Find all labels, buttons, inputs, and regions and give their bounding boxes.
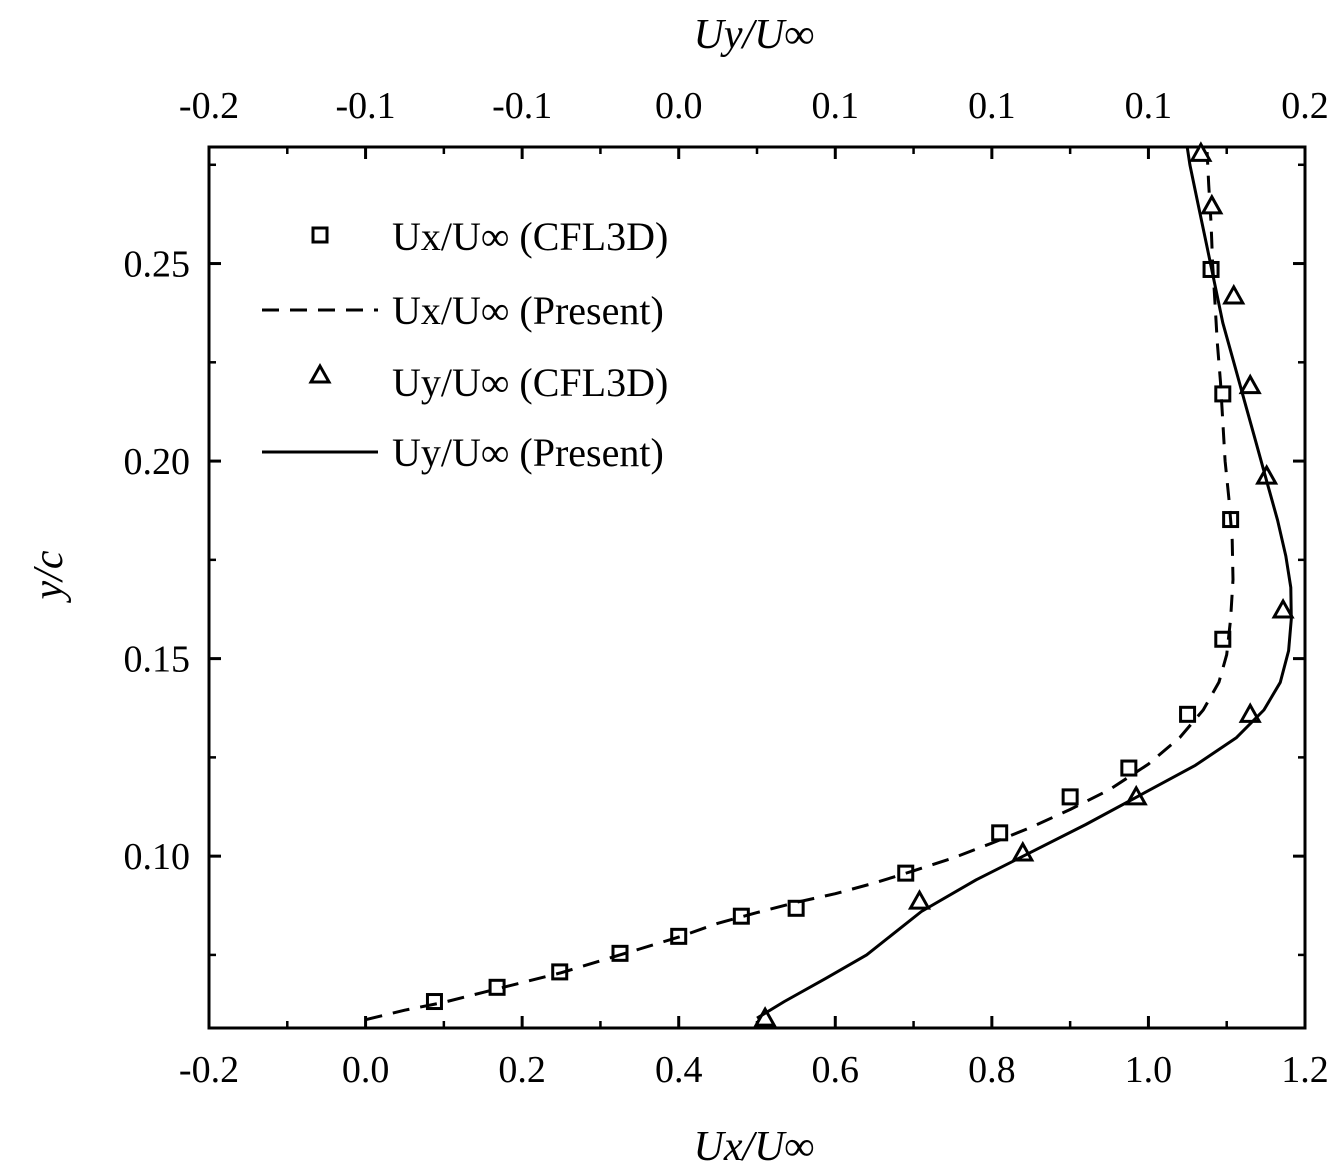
x-tick-label: 0.8 xyxy=(968,1049,1016,1091)
uy-cfl3d-marker xyxy=(1222,283,1246,305)
y-tick-label: 0.10 xyxy=(124,836,191,878)
x-tick-label: -0.2 xyxy=(179,1049,239,1091)
x-tick-label: 1.2 xyxy=(1281,1049,1329,1091)
x-tick-label: 0.6 xyxy=(812,1049,860,1091)
ux-cfl3d-marker xyxy=(1179,705,1197,723)
legend-marker-triangle xyxy=(308,362,332,384)
ux-cfl3d-marker xyxy=(1120,759,1138,777)
plot-frame xyxy=(207,145,1307,1030)
uy-cfl3d-marker xyxy=(1200,193,1224,215)
x2-tick-label: -0.2 xyxy=(179,85,239,127)
legend-label-ux-present: Ux/U∞ (Present) xyxy=(392,288,664,333)
legend: Ux/U∞ (CFL3D) Ux/U∞ (Present) Uy/U∞ (CFL… xyxy=(262,214,668,475)
y-tick-label: 0.20 xyxy=(124,441,191,483)
y-axis-title: y/c xyxy=(26,550,72,603)
legend-marker-square xyxy=(311,226,329,244)
legend-label-ux-cfl3d: Ux/U∞ (CFL3D) xyxy=(392,214,668,259)
uy-cfl3d-marker xyxy=(907,889,932,910)
ux-present-line xyxy=(365,152,1235,1022)
y-tick-label: 0.25 xyxy=(124,244,191,286)
uy-cfl3d-marker xyxy=(1238,373,1262,395)
x2-tick-label: -0.1 xyxy=(492,85,552,127)
x2-tick-label: 0.1 xyxy=(1125,85,1173,127)
y-tick-label: 0.15 xyxy=(124,639,191,681)
ux-cfl3d-marker xyxy=(991,824,1009,842)
uy-cfl3d-marker xyxy=(1011,840,1035,862)
series-layer xyxy=(365,141,1295,1027)
x-tick-label: 1.0 xyxy=(1125,1049,1173,1091)
uy-cfl3d-marker xyxy=(1189,141,1213,162)
x2-tick-label: 0.0 xyxy=(655,85,703,127)
x2-tick-label: 0.2 xyxy=(1281,85,1329,127)
legend-label-uy-present: Uy/U∞ (Present) xyxy=(392,430,664,475)
uy-present-line xyxy=(756,146,1293,1020)
x2-tick-label: -0.1 xyxy=(335,85,395,127)
ux-cfl3d-marker xyxy=(1214,385,1232,403)
x-axis-title: Ux/U∞ xyxy=(694,1124,815,1170)
x2-axis-title: Uy/U∞ xyxy=(694,12,815,58)
legend-label-uy-cfl3d: Uy/U∞ (CFL3D) xyxy=(392,360,668,405)
x2-tick-label: 0.1 xyxy=(812,85,860,127)
ticks xyxy=(207,147,1307,1028)
x-tick-label: 0.2 xyxy=(498,1049,546,1091)
tick-labels: -0.2 -0.2 0.0 -0.1 0.2 -0.1 0.4 0.0 0.6 0.1 0.8 0.1… xyxy=(124,85,1329,1091)
ux-cfl3d-marker xyxy=(787,899,805,917)
x-tick-label: 0.4 xyxy=(655,1049,703,1091)
ux-cfl3d-marker xyxy=(1061,788,1079,806)
x-tick-label: 0.0 xyxy=(342,1049,390,1091)
uy-cfl3d-marker xyxy=(1271,597,1295,619)
x2-tick-label: 0.1 xyxy=(968,85,1016,127)
